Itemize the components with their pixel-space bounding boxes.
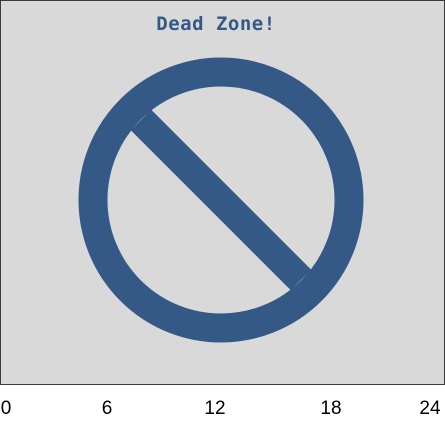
- dead-zone-title: Dead Zone!: [156, 13, 276, 35]
- no-entry-slash: [130, 109, 312, 291]
- dead-zone-panel: Dead Zone!: [0, 0, 445, 385]
- axis-tick-label: 0: [0, 398, 12, 419]
- axis-tick-label: 6: [101, 398, 113, 419]
- no-entry-icon: [78, 57, 364, 343]
- timeline-axis: 0 6 12 18 24: [0, 384, 445, 421]
- axis-tick-label: 12: [204, 398, 226, 419]
- axis-tick-label: 18: [320, 398, 342, 419]
- no-entry-ring: [78, 57, 364, 343]
- axis-tick-label: 24: [419, 398, 441, 419]
